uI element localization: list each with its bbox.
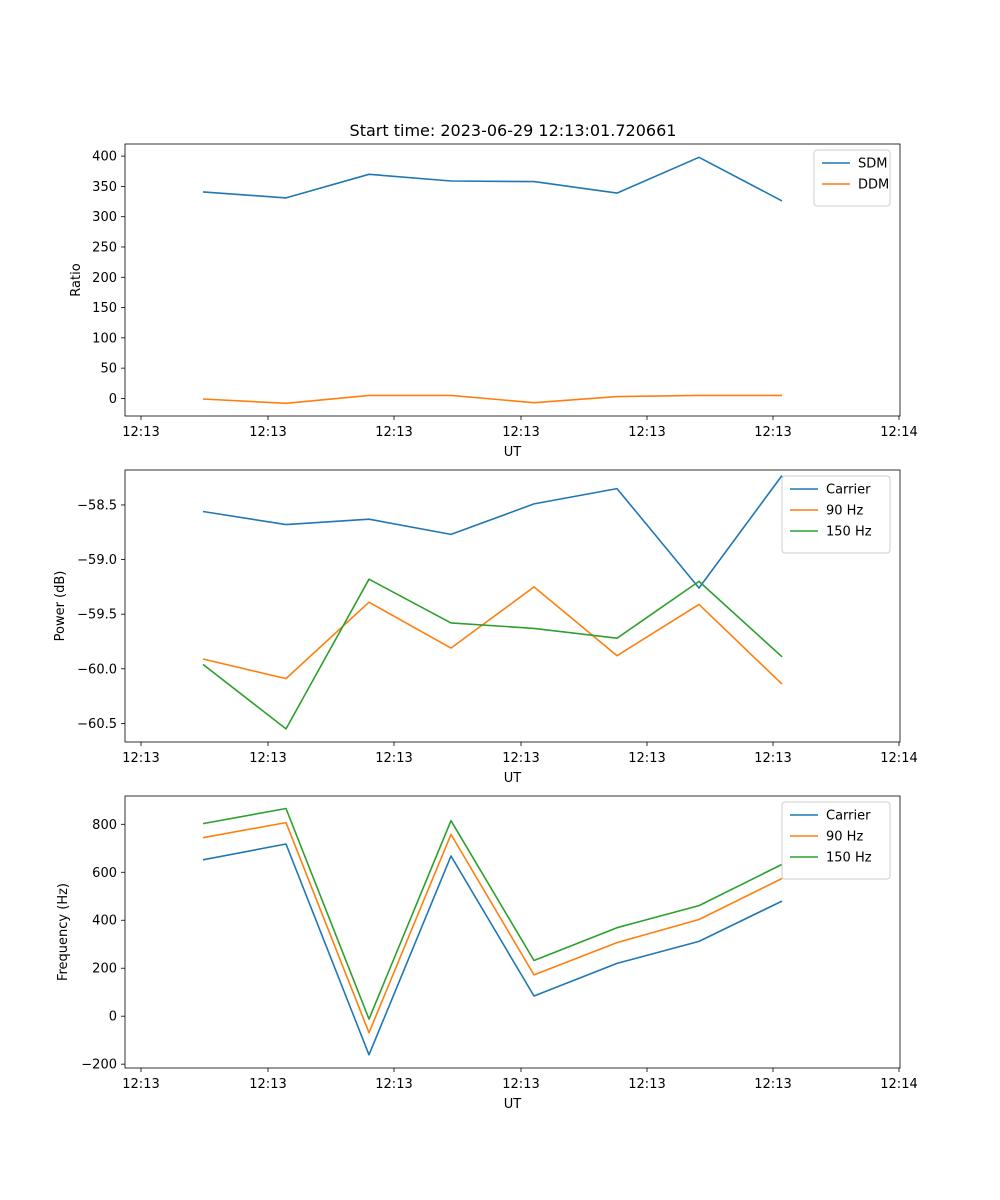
x-tick-label: 12:13 <box>122 1077 159 1092</box>
y-tick-label: 200 <box>92 271 117 286</box>
y-tick-label: 0 <box>109 1010 117 1025</box>
frequency-panel: −200 0 200 400 600 800 12:13 12:13 12:13 12:13 12:… <box>56 795 918 1112</box>
legend-label: Carrier <box>826 483 871 498</box>
legend-label: 150 Hz <box>826 525 872 540</box>
y-tick-label: 300 <box>92 210 117 225</box>
y-tick-label: 600 <box>92 866 117 881</box>
y-axis-label: Frequency (Hz) <box>56 883 71 981</box>
x-tick-label: 12:14 <box>880 1077 917 1092</box>
x-tick-label: 12:13 <box>375 425 412 440</box>
x-tick-label: 12:13 <box>375 751 412 766</box>
series-line-carrier <box>202 843 783 1056</box>
legend-box <box>813 149 891 207</box>
x-axis-label: UT <box>504 1097 522 1112</box>
y-tick-label: 150 <box>92 301 117 316</box>
axes-frame <box>124 469 901 743</box>
legend-label: 90 Hz <box>826 504 863 519</box>
x-axis-label: UT <box>504 771 522 786</box>
x-tick-label: 12:13 <box>502 1077 539 1092</box>
y-tick-label: −200 <box>81 1058 117 1073</box>
x-tick-label: 12:13 <box>754 751 791 766</box>
y-tick-label: −59.5 <box>77 608 117 623</box>
axes-frame <box>124 795 901 1069</box>
x-tick-label: 12:13 <box>249 1077 286 1092</box>
legend-box <box>781 801 891 880</box>
x-tick-label: 12:13 <box>502 751 539 766</box>
series-line-carrier <box>202 475 783 589</box>
x-tick-label: 12:13 <box>249 751 286 766</box>
y-axis-label: Power (dB) <box>53 571 68 642</box>
x-tick-label: 12:13 <box>375 1077 412 1092</box>
x-tick-label: 12:13 <box>249 425 286 440</box>
x-tick-label: 12:13 <box>628 425 665 440</box>
legend-label: Carrier <box>826 809 871 824</box>
power-panel: −58.5 −59.0 −59.5 −60.0 −60.5 12:13 12:13 12:13… <box>53 469 918 786</box>
y-tick-label: 50 <box>100 362 117 377</box>
legend-label: SDM <box>858 157 887 172</box>
x-tick-label: 12:13 <box>122 751 159 766</box>
legend-label: DDM <box>858 178 889 193</box>
y-tick-label: 100 <box>92 331 117 346</box>
series-line-90-hz <box>202 821 783 1034</box>
x-tick-label: 12:13 <box>754 1077 791 1092</box>
x-tick-label: 12:13 <box>754 425 791 440</box>
series-line-ddm <box>202 394 782 405</box>
series-line-sdm <box>202 156 783 202</box>
y-axis-label: Ratio <box>69 263 84 296</box>
x-tick-label: 12:14 <box>880 751 917 766</box>
y-tick-label: 200 <box>92 962 117 977</box>
y-tick-label: 400 <box>92 914 117 929</box>
series-line-90-hz <box>202 586 783 685</box>
y-tick-label: 350 <box>92 180 117 195</box>
ratio-panel: 0 50 100 150 200 250 300 350 400 12:13 12:13 12:13 1… <box>69 143 918 460</box>
y-tick-label: 250 <box>92 240 117 255</box>
y-tick-label: −58.5 <box>77 498 117 513</box>
y-tick-label: 800 <box>92 818 117 833</box>
series-line-150-hz <box>202 807 783 1020</box>
x-tick-label: 12:13 <box>628 751 665 766</box>
chart-title: Start time: 2023-06-29 12:13:01.720661 <box>350 121 677 140</box>
x-axis-label: UT <box>504 445 522 460</box>
y-tick-label: 400 <box>92 150 117 165</box>
series-line-150-hz <box>202 578 783 730</box>
y-tick-label: −59.0 <box>77 553 117 568</box>
y-tick-label: 0 <box>109 392 117 407</box>
legend-box <box>781 475 891 554</box>
legend-label: 150 Hz <box>826 851 872 866</box>
x-tick-label: 12:13 <box>502 425 539 440</box>
y-tick-label: −60.0 <box>77 662 117 677</box>
x-tick-label: 12:13 <box>628 1077 665 1092</box>
axes-frame <box>124 143 901 417</box>
legend-label: 90 Hz <box>826 830 863 845</box>
x-tick-label: 12:14 <box>880 425 917 440</box>
y-tick-label: −60.5 <box>77 717 117 732</box>
x-tick-label: 12:13 <box>122 425 159 440</box>
